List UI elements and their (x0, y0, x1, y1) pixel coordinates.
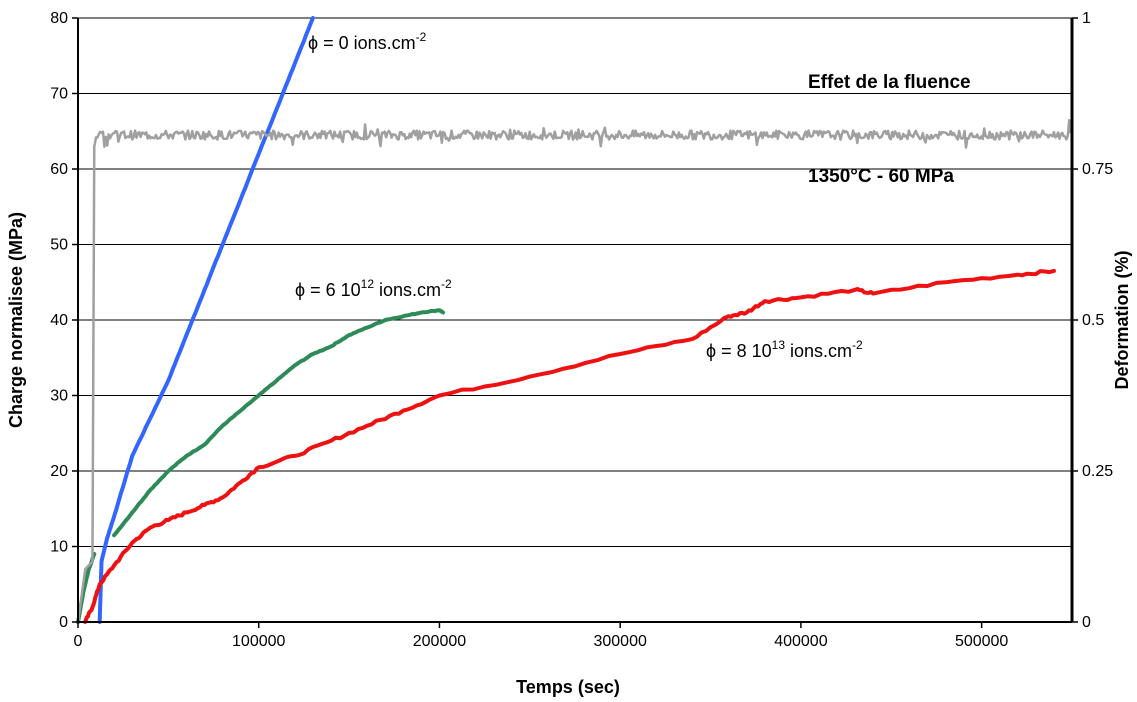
series-line-0 (97, 16, 315, 624)
series-label-phi-6e12: ϕ = 6 1012 ions.cm-2 (295, 277, 452, 300)
x-tick-label: 400000 (774, 633, 827, 650)
x-axis-title: Temps (sec) (516, 677, 620, 697)
x-tick-label: 100000 (232, 633, 285, 650)
y-tick-label-right: 0 (1082, 614, 1091, 631)
grid-lines (78, 17, 1072, 547)
x-tick-label: 300000 (593, 633, 646, 650)
series-line-2 (83, 268, 1056, 624)
y-tick-label-left: 10 (50, 539, 68, 556)
y-tick-label-left: 40 (50, 312, 68, 329)
y-tick-label-left: 0 (59, 614, 68, 631)
x-tick-label: 0 (74, 633, 83, 650)
y-tick-label-left: 30 (50, 388, 68, 405)
series-layer (76, 16, 1073, 624)
y-tick-label-left: 20 (50, 463, 68, 480)
y-tick-label-right: 0.5 (1082, 312, 1104, 329)
x-tick-label: 200000 (413, 633, 466, 650)
y-tick-label-right: 0.25 (1082, 463, 1113, 480)
x-tick-label: 500000 (955, 633, 1008, 650)
y-tick-label-right: 0.75 (1082, 161, 1113, 178)
annotation-effet-fluence: Effet de la fluence (808, 72, 971, 93)
y-tick-label-right: 1 (1082, 10, 1091, 27)
y-tick-label-left: 70 (50, 86, 68, 103)
y-tick-label-left: 50 (50, 237, 68, 254)
series-label-phi-8e13: ϕ = 8 1013 ions.cm-2 (706, 338, 863, 361)
y-axis-title-right: Deformation (%) (1112, 250, 1132, 389)
axes (72, 17, 1078, 628)
y-axis-title-left: Charge normalisee (MPa) (6, 212, 26, 428)
series-label-phi-0: ϕ = 0 ions.cm-2 (308, 30, 427, 53)
annotation-temperature-stress: 1350°C - 60 MPa (808, 166, 954, 187)
series-line-gray (76, 119, 1073, 623)
y-tick-label-left: 80 (50, 10, 68, 27)
y-tick-label-left: 60 (50, 161, 68, 178)
